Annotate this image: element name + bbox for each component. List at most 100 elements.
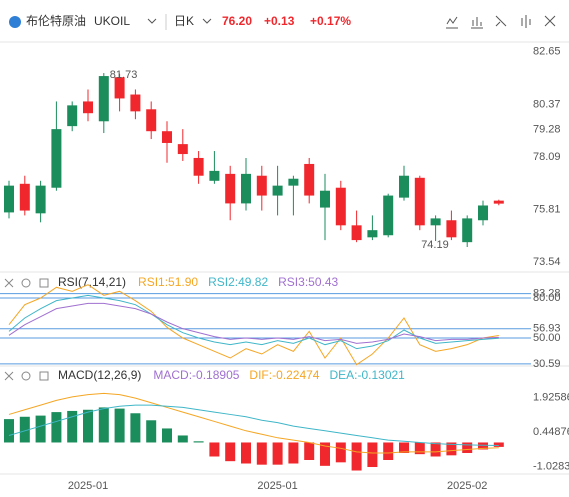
candle-body xyxy=(430,218,441,226)
macd-bar xyxy=(209,442,220,457)
y-tick-label: 30.59 xyxy=(533,358,561,370)
legend-entry: RSI3:50.43 xyxy=(278,275,338,289)
candle-body xyxy=(209,170,220,181)
candle-body xyxy=(288,178,299,186)
macd-bar xyxy=(162,428,172,443)
macd-bar xyxy=(335,442,346,463)
macd-bar xyxy=(272,442,283,465)
candle-body xyxy=(35,185,46,214)
candle-body xyxy=(114,77,125,99)
close-icon[interactable] xyxy=(4,371,14,381)
candle-body xyxy=(67,105,78,127)
y-tick-label: -1.02834 xyxy=(533,460,569,472)
legend-entry: DIF:-0.22474 xyxy=(249,368,319,382)
candle-body xyxy=(98,76,109,122)
tool-line[interactable] xyxy=(446,16,458,29)
candle-body xyxy=(446,220,457,238)
candle-body xyxy=(51,129,62,188)
candle-body xyxy=(272,185,283,196)
close-icon[interactable] xyxy=(4,278,14,288)
logo xyxy=(9,16,21,28)
candle-body xyxy=(83,101,93,114)
macd-bar xyxy=(493,442,504,447)
candle-body xyxy=(320,190,330,208)
line-series xyxy=(8,404,499,447)
macd-bar xyxy=(241,442,251,464)
macd-bar xyxy=(177,435,188,443)
candle-body xyxy=(146,109,157,132)
y-tick-label: 75.81 xyxy=(533,204,561,216)
high-annotation: 81.73 xyxy=(110,69,138,81)
candle-body xyxy=(493,200,504,204)
line-series xyxy=(8,302,499,344)
macd-bar xyxy=(430,442,441,457)
macd-bar xyxy=(67,410,78,443)
macd-bar xyxy=(256,442,267,465)
candle-body xyxy=(4,185,14,213)
candle-body xyxy=(414,177,425,226)
symbol-code: UKOIL xyxy=(94,14,130,28)
low-annotation: 74.19 xyxy=(421,239,449,251)
macd-bar xyxy=(35,415,46,443)
candle-body xyxy=(193,157,204,176)
dropdown[interactable] xyxy=(202,18,212,24)
macd-bar xyxy=(399,442,409,453)
candle-body xyxy=(130,94,141,112)
macd-bar xyxy=(130,413,141,443)
candle-body xyxy=(367,230,378,238)
settings-icon[interactable] xyxy=(21,278,31,288)
tool-expand[interactable] xyxy=(544,15,556,27)
macd-bar xyxy=(288,442,299,464)
macd-bar xyxy=(414,442,425,455)
macd-bar xyxy=(446,442,457,456)
macd-bar xyxy=(367,442,378,468)
macd-bar xyxy=(320,442,330,466)
period[interactable]: 日K xyxy=(174,14,194,28)
line-series xyxy=(8,284,499,366)
macd-bar xyxy=(19,416,30,443)
dropdown[interactable] xyxy=(147,18,157,24)
macd-bar xyxy=(114,408,125,443)
macd-bar xyxy=(193,441,204,443)
macd-bar xyxy=(462,442,473,453)
y-tick-label: 80.37 xyxy=(533,98,561,110)
candle-body xyxy=(462,218,473,243)
candle-body xyxy=(162,131,172,143)
y-tick-label: 83.28 xyxy=(533,288,561,300)
y-tick-label: 82.65 xyxy=(533,46,561,58)
y-tick-label: 73.54 xyxy=(533,256,561,268)
tool-draw[interactable] xyxy=(495,15,507,27)
rsi-icons xyxy=(4,278,49,381)
settings-icon[interactable] xyxy=(21,371,31,381)
macd-bar xyxy=(51,412,62,443)
candle-body xyxy=(256,175,267,196)
price: 76.20 xyxy=(222,14,252,28)
toolbar xyxy=(446,15,556,29)
change: +0.13 xyxy=(264,14,295,28)
macd-bar xyxy=(83,409,93,443)
legend-entry: MACD:-0.18905 xyxy=(153,368,239,382)
expand-icon[interactable] xyxy=(39,278,49,288)
line-series xyxy=(8,392,499,454)
x-tick-label: 2025-01 xyxy=(68,480,108,492)
y-tick-label: 78.09 xyxy=(533,151,561,163)
indicator-title: RSI(7,14,21) xyxy=(58,275,126,289)
x-tick-label: 2025-02 xyxy=(447,480,487,492)
macd-bar xyxy=(304,442,315,460)
x-tick-label: 2025-01 xyxy=(257,480,297,492)
candle-body xyxy=(351,225,362,241)
macd-bar xyxy=(383,442,394,460)
indicator-title: MACD(12,26,9) xyxy=(58,368,141,382)
change-pct: +0.17% xyxy=(310,14,351,28)
candle-body xyxy=(304,163,315,196)
tool-candle[interactable] xyxy=(521,15,531,28)
y-tick-label: 0.44876 xyxy=(533,426,569,438)
y-tick-label: 79.28 xyxy=(533,123,561,135)
legend-entry: RSI1:51.90 xyxy=(138,275,198,289)
expand-icon[interactable] xyxy=(39,371,49,381)
macd-bar xyxy=(98,407,109,443)
candle-body xyxy=(399,175,409,198)
tool-bars[interactable] xyxy=(471,17,483,29)
